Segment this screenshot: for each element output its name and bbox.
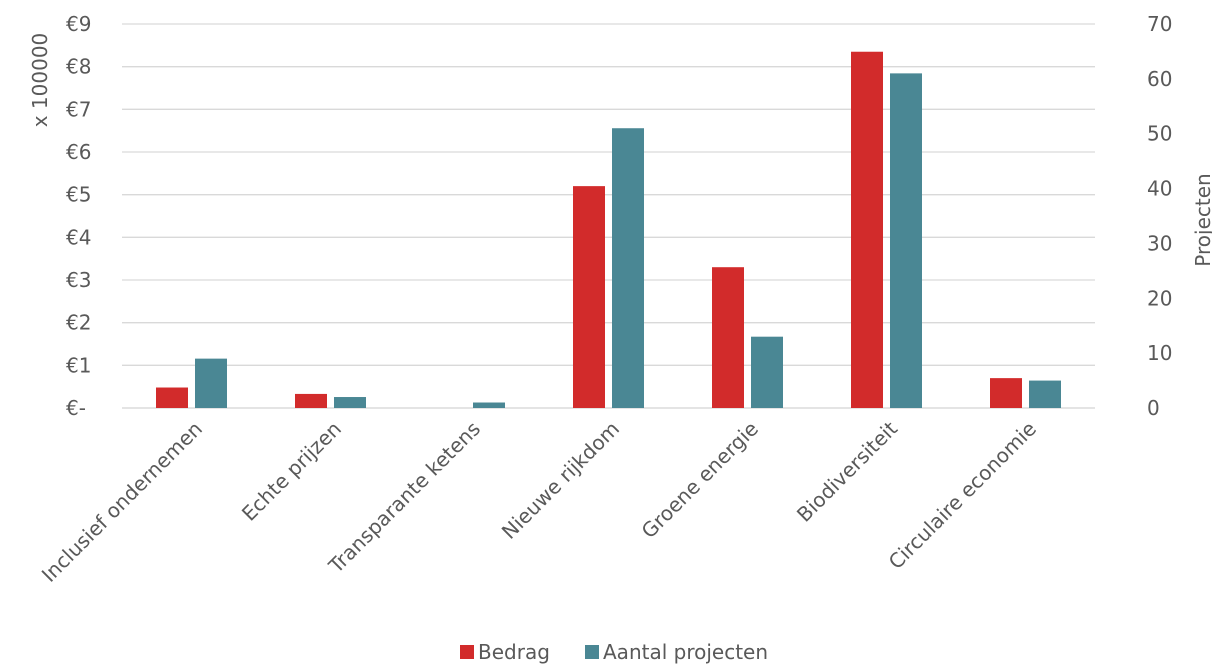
legend-label-bedrag: Bedrag: [478, 640, 550, 664]
bar-bedrag: [990, 378, 1022, 408]
left-tick-label: €4: [66, 225, 91, 249]
bar-aantal-projecten: [334, 397, 366, 408]
right-axis-ticks: 0 10 20 30 40 50 60 70: [1147, 12, 1172, 420]
bar-bedrag: [573, 186, 605, 408]
bars: [156, 51, 1061, 408]
bar-aantal-projecten: [751, 336, 783, 408]
right-tick-label: 50: [1147, 122, 1172, 146]
right-tick-label: 60: [1147, 67, 1172, 91]
legend-label-aantal-projecten: Aantal projecten: [603, 640, 768, 664]
x-tick-label: Transparante ketens: [323, 417, 485, 579]
left-tick-label: €9: [66, 12, 91, 36]
right-axis-title: Projecten: [1191, 173, 1212, 266]
left-tick-label: €-: [66, 396, 86, 420]
bar-aantal-projecten: [1029, 380, 1061, 408]
right-tick-label: 30: [1147, 231, 1172, 255]
left-axis-title: x 100000: [28, 33, 52, 128]
x-tick-label: Groene energie: [637, 417, 763, 543]
left-tick-label: €8: [66, 55, 91, 79]
left-tick-label: €3: [66, 268, 91, 292]
legend-swatch-bedrag: [460, 645, 474, 659]
x-axis-ticks: Inclusief ondernemen Echte prijzenTranspa…: [37, 416, 1041, 586]
x-tick-label: Nieuwe rijkdom: [497, 417, 624, 544]
right-tick-label: 40: [1147, 177, 1172, 201]
bar-aantal-projecten: [473, 402, 505, 408]
right-tick-label: 70: [1147, 12, 1172, 36]
bar-bedrag: [295, 393, 327, 408]
bar-aantal-projecten: [612, 128, 644, 408]
bar-bedrag: [156, 387, 188, 408]
right-tick-label: 0: [1147, 396, 1160, 420]
bar-bedrag: [851, 51, 883, 408]
right-tick-label: 10: [1147, 341, 1172, 365]
bar-aantal-projecten: [890, 73, 922, 408]
legend-swatch-aantal-projecten: [585, 645, 599, 659]
legend: Bedrag Aantal projecten: [460, 640, 768, 664]
x-tick-label: Inclusief ondernemen: [37, 417, 207, 587]
left-tick-label: €1: [66, 353, 91, 377]
left-tick-label: €7: [66, 97, 91, 121]
x-tick-label: Biodiversiteit: [792, 416, 902, 526]
bar-aantal-projecten: [195, 358, 227, 408]
x-tick-label: Echte prijzen: [237, 417, 346, 526]
left-tick-label: €2: [66, 311, 91, 335]
left-axis-ticks: €- €1 €2 €3 €4 €5 €6 €7 €8 €9: [66, 12, 91, 420]
x-tick-label: Circulaire economie: [884, 417, 1041, 574]
right-tick-label: 20: [1147, 286, 1172, 310]
left-tick-label: €6: [66, 140, 91, 164]
left-tick-label: €5: [66, 183, 91, 207]
bar-bedrag: [712, 267, 744, 408]
gridlines: [122, 23, 1095, 409]
